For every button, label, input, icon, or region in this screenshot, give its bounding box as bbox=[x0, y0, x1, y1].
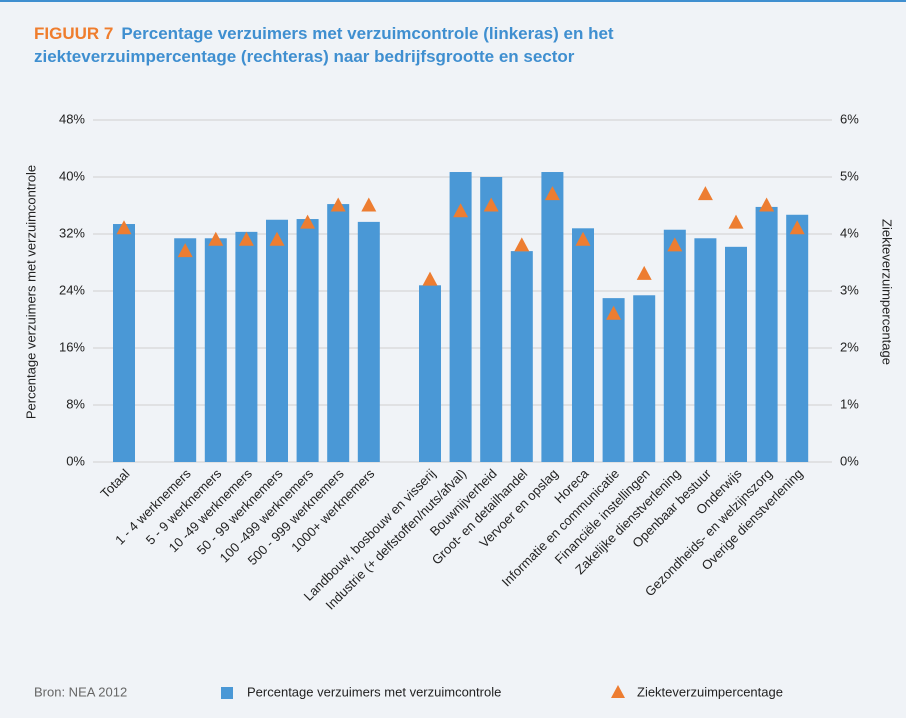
triangle-marker bbox=[116, 220, 132, 235]
legend-marker bbox=[221, 687, 233, 699]
y-tick-label: 48% bbox=[59, 111, 85, 126]
bar bbox=[725, 246, 747, 462]
y-axis-label: Percentage verzuimers met verzuimcontrol… bbox=[23, 165, 38, 419]
triangle-marker bbox=[514, 237, 530, 252]
triangle-marker bbox=[789, 220, 805, 235]
triangle-marker bbox=[667, 237, 683, 252]
figure-label: FIGUUR 7 bbox=[34, 24, 114, 43]
triangle-marker bbox=[544, 186, 560, 201]
y2-tick-label: 1% bbox=[840, 396, 859, 411]
triangle-marker bbox=[208, 231, 224, 246]
chart-title: Percentage verzuimers met verzuimcontrol… bbox=[34, 24, 614, 66]
triangle-marker bbox=[177, 243, 193, 258]
triangle-marker bbox=[636, 265, 652, 280]
triangle-marker bbox=[361, 197, 377, 212]
bar bbox=[786, 214, 809, 462]
bar bbox=[266, 219, 288, 462]
bar bbox=[510, 251, 533, 462]
triangle-marker bbox=[697, 186, 713, 201]
y2-tick-label: 2% bbox=[840, 339, 859, 354]
source: Bron: NEA 2012 bbox=[34, 684, 127, 699]
y2-axis-label: Ziekteverzuimpercentage bbox=[880, 219, 895, 365]
y-tick-label: 24% bbox=[59, 282, 85, 297]
bar bbox=[602, 298, 625, 462]
y2-tick-label: 6% bbox=[840, 111, 859, 126]
triangle-marker bbox=[330, 197, 346, 212]
bar bbox=[572, 228, 594, 462]
title-block: FIGUUR 7 Percentage verzuimers met verzui… bbox=[34, 22, 754, 68]
y-tick-label: 8% bbox=[66, 396, 85, 411]
bar bbox=[174, 238, 197, 462]
triangle-marker bbox=[238, 231, 254, 246]
triangle-marker bbox=[269, 231, 285, 246]
bar bbox=[327, 204, 350, 462]
bar bbox=[204, 238, 227, 462]
y-tick-label: 40% bbox=[59, 168, 85, 183]
triangle-marker bbox=[575, 231, 591, 246]
bar bbox=[235, 231, 258, 462]
y-tick-label: 16% bbox=[59, 339, 85, 354]
bar bbox=[296, 219, 319, 462]
y2-tick-label: 5% bbox=[840, 168, 859, 183]
bar bbox=[541, 172, 564, 462]
bar bbox=[663, 229, 686, 462]
bar bbox=[419, 285, 441, 462]
triangle-marker bbox=[759, 197, 775, 212]
bar bbox=[113, 224, 135, 462]
y-tick-label: 32% bbox=[59, 225, 85, 240]
bar bbox=[480, 177, 503, 462]
bar bbox=[694, 238, 717, 462]
bar bbox=[633, 295, 656, 462]
y-tick-label: 0% bbox=[66, 453, 85, 468]
triangle-marker bbox=[422, 271, 438, 286]
legend-label: Ziekteverzuimpercentage bbox=[637, 684, 783, 699]
bar bbox=[449, 172, 472, 462]
triangle-marker bbox=[483, 197, 499, 212]
triangle-marker bbox=[300, 214, 316, 229]
bar bbox=[357, 221, 380, 462]
bar bbox=[755, 206, 778, 462]
legend-label: Percentage verzuimers met verzuimcontrol… bbox=[247, 684, 501, 699]
legend-marker bbox=[611, 685, 625, 698]
x-tick-label: Totaal bbox=[97, 466, 132, 501]
triangle-marker bbox=[606, 305, 622, 320]
y2-tick-label: 4% bbox=[840, 225, 859, 240]
triangle-marker bbox=[453, 203, 469, 218]
triangle-marker bbox=[728, 214, 744, 229]
y2-tick-label: 0% bbox=[840, 453, 859, 468]
y2-tick-label: 3% bbox=[840, 282, 859, 297]
